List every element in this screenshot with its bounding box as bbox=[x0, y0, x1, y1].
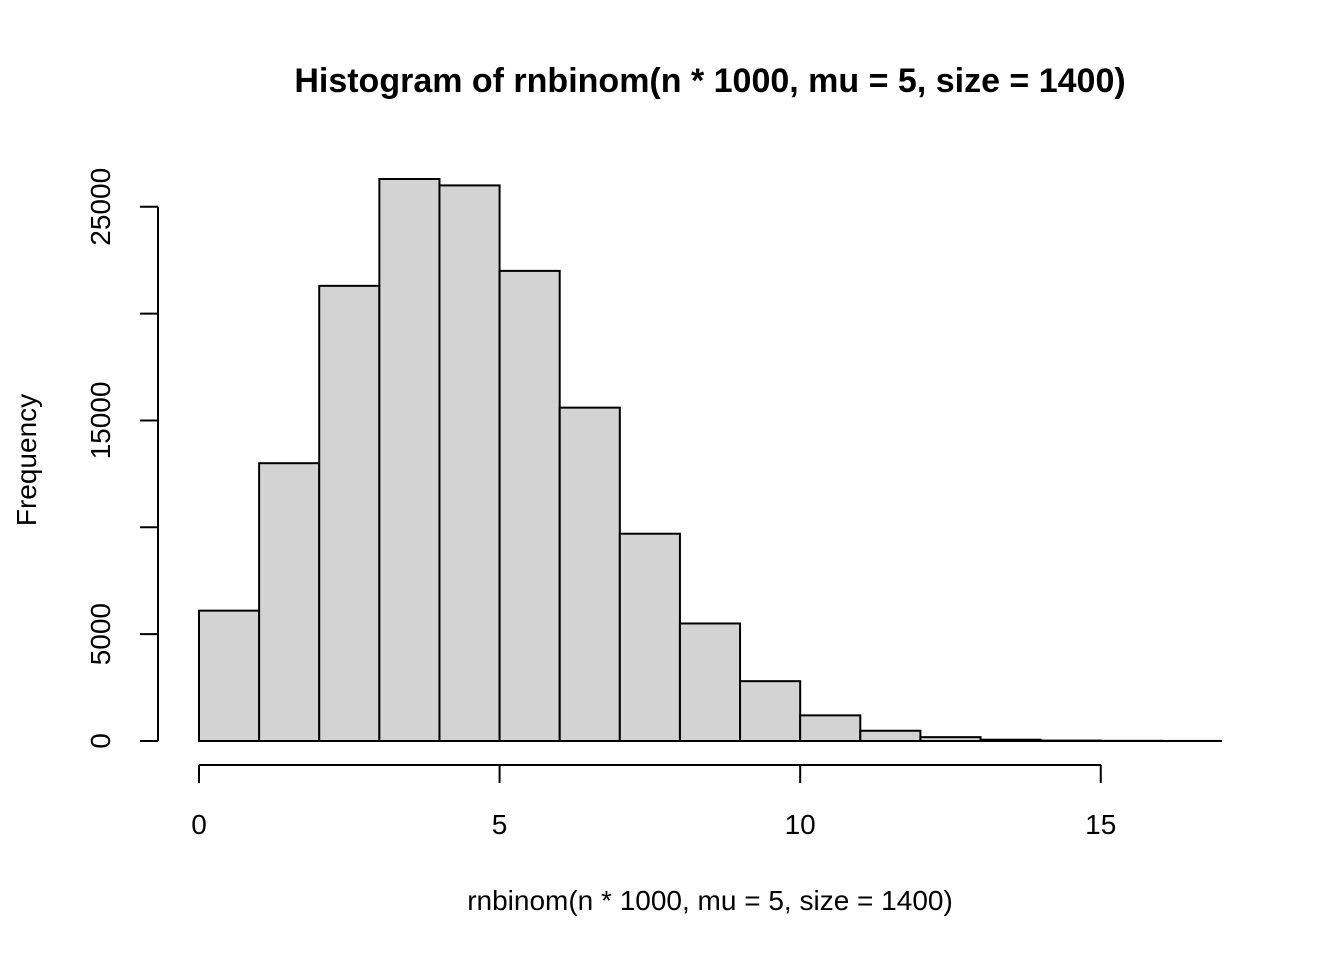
x-tick-label: 10 bbox=[785, 809, 816, 840]
y-tick-label: 0 bbox=[85, 733, 116, 749]
histogram-bar bbox=[498, 269, 561, 742]
histogram-bar bbox=[618, 532, 681, 742]
histogram-bar bbox=[438, 184, 501, 742]
bars-group bbox=[198, 178, 1222, 743]
histogram-bar bbox=[678, 622, 742, 743]
chart-title: Histogram of rnbinom(n * 1000, mu = 5, s… bbox=[294, 62, 1125, 100]
histogram-bar bbox=[859, 729, 922, 743]
histogram-bar bbox=[258, 462, 321, 742]
histogram-bar bbox=[198, 609, 261, 743]
x-axis: 0 5 10 15 bbox=[191, 764, 1116, 840]
x-tick-label: 5 bbox=[492, 809, 508, 840]
y-tick-label: 25000 bbox=[85, 168, 116, 246]
histogram-bar bbox=[739, 680, 802, 742]
histogram-bar bbox=[799, 714, 862, 743]
histogram-bar bbox=[558, 406, 621, 742]
x-tick-label: 0 bbox=[191, 809, 207, 840]
y-tick-label: 15000 bbox=[85, 382, 116, 460]
x-tick-label: 15 bbox=[1085, 809, 1116, 840]
y-axis: 0 5000 15000 25000 bbox=[85, 168, 159, 749]
y-tick-label: 5000 bbox=[85, 603, 116, 665]
y-axis-label: Frequency bbox=[11, 394, 42, 526]
histogram-bar bbox=[318, 284, 381, 742]
histogram-bar bbox=[378, 178, 441, 742]
x-axis-label: rnbinom(n * 1000, mu = 5, size = 1400) bbox=[467, 885, 953, 916]
